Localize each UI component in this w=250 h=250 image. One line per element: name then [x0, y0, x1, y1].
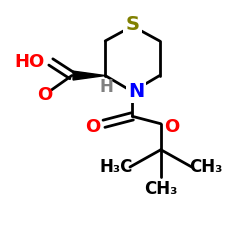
Polygon shape	[73, 71, 105, 80]
Text: CH₃: CH₃	[144, 180, 178, 198]
Text: O: O	[85, 118, 100, 136]
Text: S: S	[126, 16, 140, 34]
Text: H₃C: H₃C	[100, 158, 133, 176]
Text: CH₃: CH₃	[189, 158, 222, 176]
Text: O: O	[37, 86, 52, 104]
Text: N: N	[128, 82, 144, 101]
Text: HO: HO	[15, 53, 45, 71]
Text: O: O	[164, 118, 180, 136]
Text: H: H	[100, 78, 114, 96]
